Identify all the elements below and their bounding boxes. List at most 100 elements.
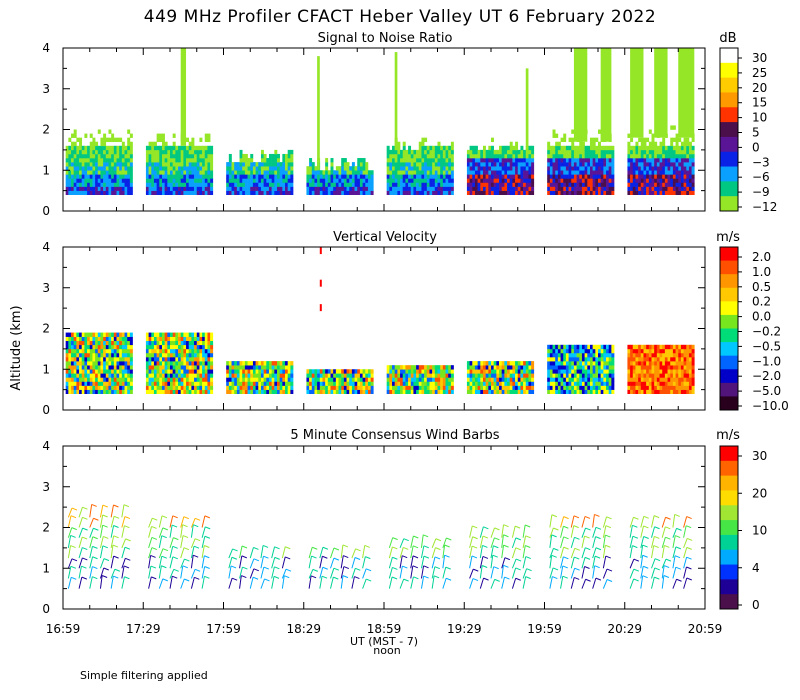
snr-cell (418, 182, 422, 187)
vv-cell (290, 385, 294, 390)
vv-cell (608, 389, 612, 394)
snr-cell (592, 178, 596, 183)
colorbar-label: 25 (752, 66, 767, 80)
snr-cell (290, 190, 294, 195)
snr-cell (651, 162, 655, 167)
vv-cell (654, 357, 658, 362)
colorbar-swatch (720, 260, 738, 275)
vv-cell (400, 385, 404, 390)
snr-cell (204, 137, 208, 143)
vv-cell (186, 344, 190, 350)
snr-cell (643, 190, 647, 195)
vv-cell (124, 369, 128, 374)
snr-cell (357, 162, 361, 167)
wind-barb-flag (204, 566, 210, 569)
vv-cell (563, 389, 567, 394)
snr-cell (180, 182, 184, 187)
vv-cell (552, 365, 556, 370)
vv-cell (170, 357, 173, 362)
snr-cell (408, 186, 412, 191)
vv-cell (560, 344, 564, 350)
vv-cell (81, 348, 85, 354)
snr-cell (517, 182, 521, 187)
snr-cell (627, 153, 631, 159)
snr-cell (111, 170, 115, 175)
vv-cell (148, 389, 152, 394)
snr-cell (178, 166, 181, 171)
snr-cell (170, 182, 173, 187)
vv-cell (87, 357, 91, 362)
vv-cell (589, 369, 593, 374)
vv-cell (509, 389, 513, 394)
vv-cell (646, 365, 650, 370)
snr-cell (127, 190, 131, 195)
vv-cell (180, 340, 184, 346)
vv-cell (325, 369, 329, 374)
vv-cell (466, 389, 470, 394)
snr-cell (263, 170, 267, 175)
snr-cell (207, 137, 211, 143)
vv-cell (630, 381, 634, 386)
vv-cell (555, 348, 559, 354)
vv-plot-area (65, 247, 695, 394)
vv-cell (228, 389, 232, 394)
vv-cell (547, 344, 551, 350)
snr-cell (81, 182, 85, 187)
snr-cell (103, 186, 107, 191)
snr-cell (525, 153, 529, 159)
snr-cell (362, 182, 366, 187)
snr-cell (127, 129, 131, 134)
snr-cell (359, 190, 363, 195)
vv-cell (268, 389, 272, 394)
snr-cell (341, 170, 345, 175)
vv-cell (683, 377, 687, 382)
snr-cell (523, 174, 527, 179)
wind-barb-flag (162, 527, 168, 531)
wind-barb-flag (264, 578, 270, 582)
vv-cell (92, 373, 96, 378)
vv-cell (499, 365, 502, 370)
vv-cell (416, 365, 420, 370)
snr-cell (252, 190, 256, 195)
vv-cell (640, 344, 644, 350)
vv-cell (279, 377, 283, 382)
wind-barb (308, 575, 312, 589)
snr-cell (95, 166, 99, 171)
snr-cell (491, 186, 494, 191)
y-tick-label: 3 (42, 82, 50, 96)
snr-cell (170, 153, 173, 159)
snr-cell (571, 137, 575, 143)
colorbar-swatch (720, 122, 738, 138)
snr-cell (491, 149, 494, 155)
vv-cell (175, 336, 179, 342)
snr-cell (186, 190, 190, 195)
snr-cell (579, 182, 583, 187)
vv-cell (170, 373, 173, 378)
snr-cell (466, 190, 470, 195)
vv-cell (327, 389, 331, 394)
vv-cell (598, 361, 601, 366)
snr-cell (204, 133, 208, 138)
snr-cell (287, 149, 291, 155)
wind-barb (148, 565, 152, 579)
snr-cell (92, 170, 96, 175)
snr-cell (501, 158, 505, 163)
vv-cell (285, 381, 288, 386)
vv-cell (648, 389, 652, 394)
snr-cell (632, 182, 636, 187)
snr-cell (584, 153, 588, 159)
wind-barb (330, 568, 335, 579)
snr-cell (547, 166, 551, 171)
vv-cell (600, 352, 604, 358)
vv-cell (226, 365, 230, 370)
vv-cell (469, 385, 473, 390)
wind-barb (67, 507, 73, 518)
snr-cell (95, 190, 99, 195)
vv-cell (116, 365, 120, 370)
vv-cell (196, 385, 200, 390)
vv-cell (76, 348, 80, 354)
snr-cell (587, 170, 591, 175)
snr-cell (68, 186, 72, 191)
vv-cell (199, 344, 203, 350)
vv-cell (442, 385, 446, 390)
